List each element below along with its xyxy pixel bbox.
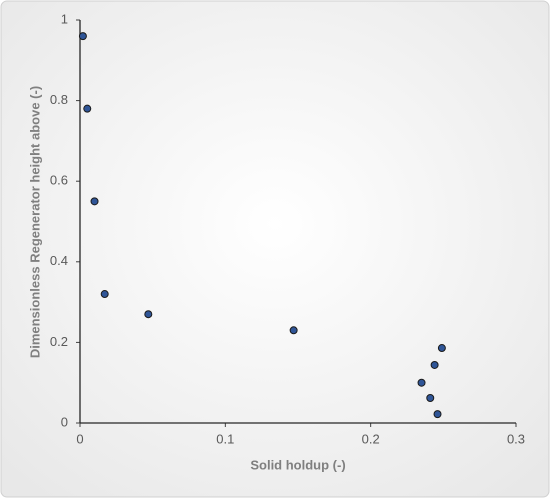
- x-tick-label: 0.1: [216, 431, 234, 446]
- point: [437, 344, 446, 353]
- y-axis-title: Dimensionless Regenerator height above (…: [27, 86, 42, 358]
- point: [83, 104, 92, 113]
- x-tick-label: 0.3: [507, 431, 525, 446]
- point: [430, 360, 439, 369]
- point: [289, 326, 298, 335]
- x-tick-label: 0.2: [362, 431, 380, 446]
- point: [433, 410, 442, 419]
- y-tick-label: 0.4: [50, 253, 68, 268]
- point: [417, 378, 426, 387]
- x-axis-title: Solid holdup (-): [250, 457, 345, 472]
- point: [78, 32, 87, 41]
- point: [100, 290, 109, 299]
- point: [426, 394, 435, 403]
- x-tick-label: 0: [76, 431, 83, 446]
- y-tick-label: 1: [61, 11, 68, 26]
- point: [144, 310, 153, 319]
- y-tick-label: 0.2: [50, 334, 68, 349]
- y-tick-label: 0.6: [50, 173, 68, 188]
- y-tick-label: 0.8: [50, 92, 68, 107]
- y-tick-label: 0: [61, 414, 68, 429]
- point: [90, 197, 99, 206]
